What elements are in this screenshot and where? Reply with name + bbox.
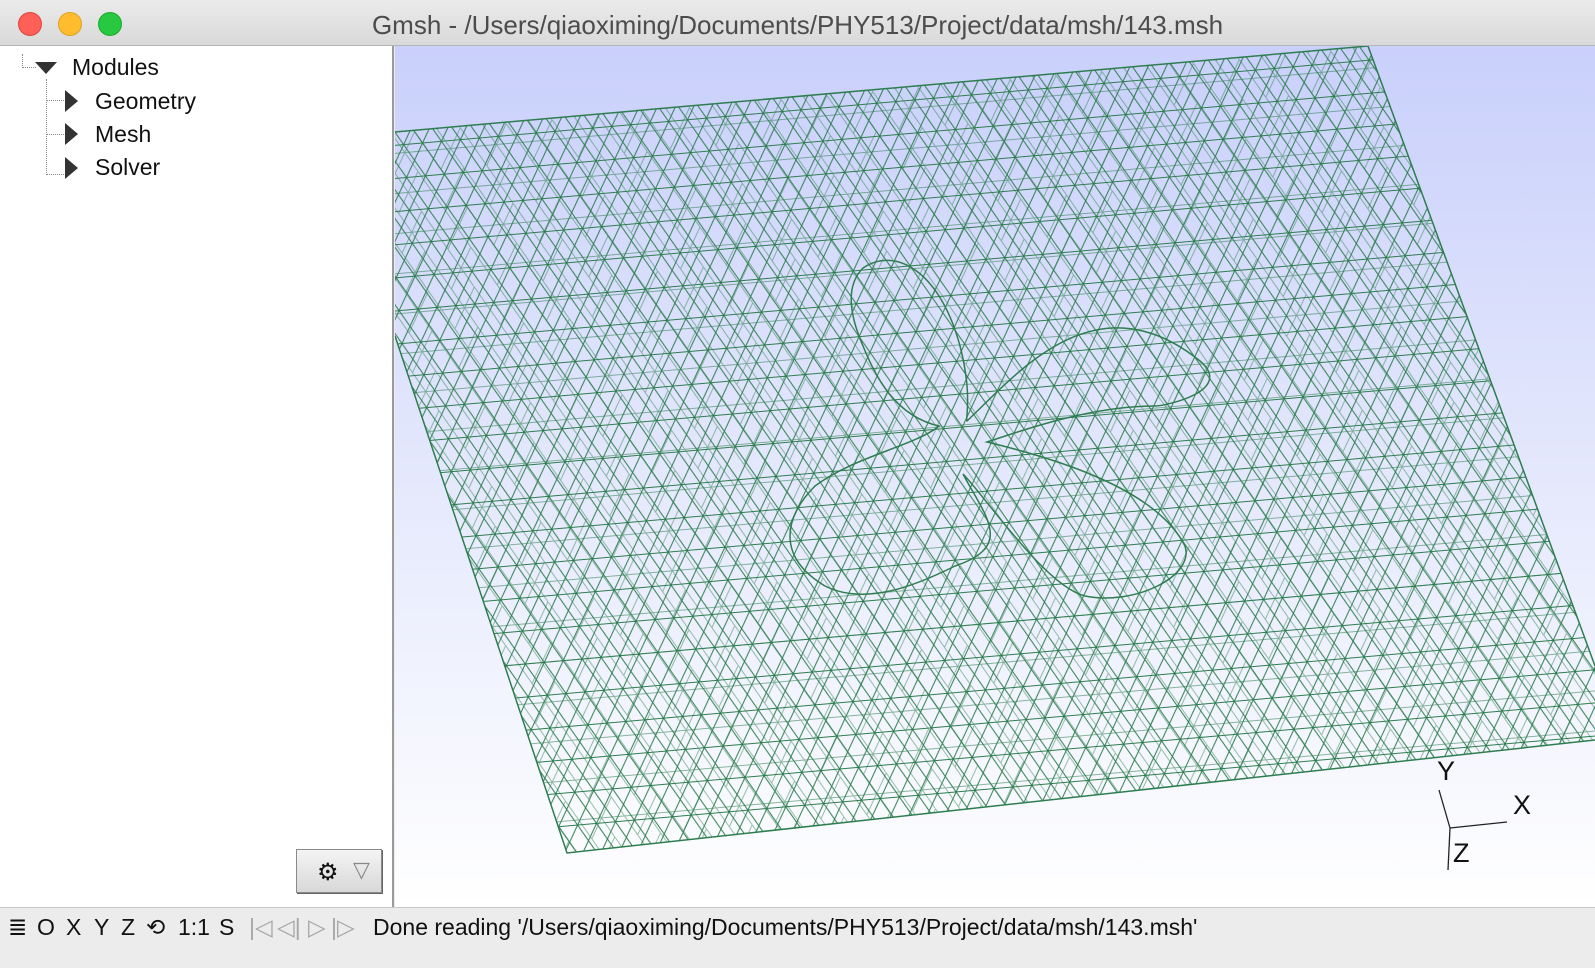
axis-label-z: Z <box>1453 838 1470 868</box>
tree-connector <box>46 79 47 175</box>
minimize-window-button[interactable] <box>58 12 82 36</box>
play-icon[interactable]: ▷ <box>308 914 326 940</box>
dropdown-icon: ▽ <box>353 857 370 882</box>
view-y-button[interactable]: Y <box>94 914 110 940</box>
tree-item-geometry[interactable]: Geometry <box>95 88 196 114</box>
select-button[interactable]: S <box>219 914 235 940</box>
tree-item-solver[interactable]: Solver <box>95 154 161 180</box>
rotate-icon[interactable]: ⟲ <box>146 914 166 940</box>
close-window-button[interactable] <box>18 12 42 36</box>
gear-icon: ⚙ <box>317 859 339 886</box>
mesh-plate <box>395 46 1595 853</box>
graphics-viewport[interactable]: Y X Z <box>395 46 1595 907</box>
axis-label-y: Y <box>1437 756 1456 786</box>
collapse-icon[interactable] <box>35 62 57 74</box>
axis-gizmo <box>1438 789 1508 871</box>
status-bar: ≣ O X Y Z ⟲ 1:1 S |◁ ◁| ▷ |▷ Done readin… <box>0 907 1595 968</box>
tree-root-modules[interactable]: Modules <box>72 54 159 80</box>
view-reset-button[interactable]: O <box>37 914 55 940</box>
tree-connector <box>22 67 36 68</box>
tree-item-mesh[interactable]: Mesh <box>95 121 152 147</box>
tree-connector <box>46 134 64 135</box>
zoom-window-button[interactable] <box>98 12 122 36</box>
settings-menu-button[interactable]: ⚙ ▽ <box>296 849 382 893</box>
tree-connector <box>46 174 64 175</box>
mesh-view <box>395 46 1595 871</box>
step-forward-icon[interactable]: |▷ <box>331 914 355 940</box>
scale-one-to-one-button[interactable]: 1:1 <box>178 914 210 940</box>
tree-connector <box>46 100 64 101</box>
menu-icon[interactable]: ≣ <box>8 914 28 940</box>
expand-icon[interactable] <box>65 157 78 179</box>
status-message: Done reading '/Users/qiaoximing/Document… <box>373 914 1198 940</box>
module-tree: Modules Geometry Mesh Solver ⚙ ▽ <box>0 46 394 907</box>
step-back-icon[interactable]: ◁| <box>277 914 301 940</box>
title-bar: Gmsh - /Users/qiaoximing/Documents/PHY51… <box>0 0 1595 46</box>
expand-icon[interactable] <box>65 123 78 145</box>
axis-label-x: X <box>1513 790 1532 820</box>
view-z-button[interactable]: Z <box>121 914 136 940</box>
window-title: Gmsh - /Users/qiaoximing/Documents/PHY51… <box>371 10 1224 40</box>
first-frame-icon[interactable]: |◁ <box>249 914 273 940</box>
view-x-button[interactable]: X <box>66 914 82 940</box>
tree-connector <box>22 54 23 68</box>
expand-icon[interactable] <box>65 90 78 112</box>
mesh-outline <box>395 46 1595 854</box>
